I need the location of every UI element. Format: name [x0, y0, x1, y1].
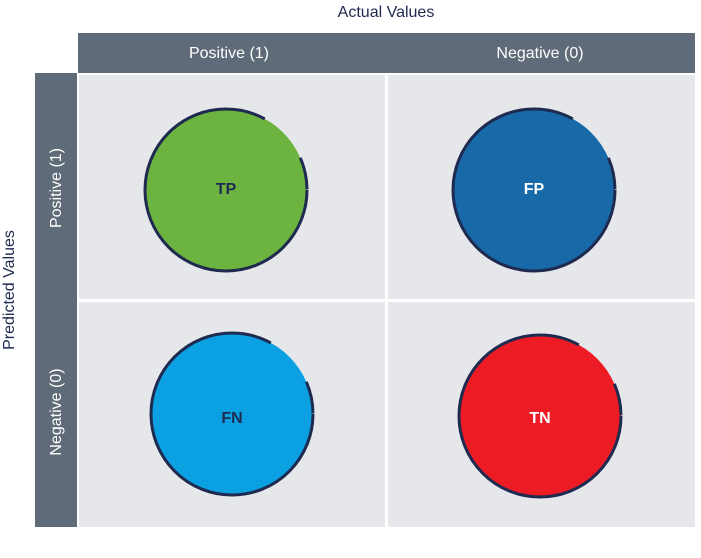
circle-fill	[459, 335, 621, 497]
column-header: Positive (1)	[189, 45, 269, 62]
cell-label: TP	[216, 181, 237, 198]
circle-outline	[149, 331, 315, 497]
circle-fill	[453, 109, 615, 271]
tn-circle: TN	[457, 333, 623, 499]
cell-label: FN	[221, 410, 242, 427]
circle-fill	[145, 109, 307, 271]
row-axis-title: Predicted Values	[1, 230, 18, 350]
row-header: Negative (0)	[48, 368, 65, 455]
cell-label: TN	[529, 410, 550, 427]
tp-circle: TP	[143, 107, 309, 273]
row-header-bar	[35, 73, 77, 527]
fp-circle: FP	[451, 107, 617, 273]
fn-circle: FN	[149, 331, 315, 497]
circle-outline	[457, 333, 623, 499]
circle-outline	[143, 107, 309, 273]
column-header: Negative (0)	[496, 45, 583, 62]
circle-fill	[151, 333, 313, 495]
cell-label: FP	[524, 181, 545, 198]
circle-outline	[451, 107, 617, 273]
row-header: Positive (1)	[48, 148, 65, 228]
column-header-bar	[78, 33, 695, 73]
column-axis-title: Actual Values	[338, 4, 435, 21]
